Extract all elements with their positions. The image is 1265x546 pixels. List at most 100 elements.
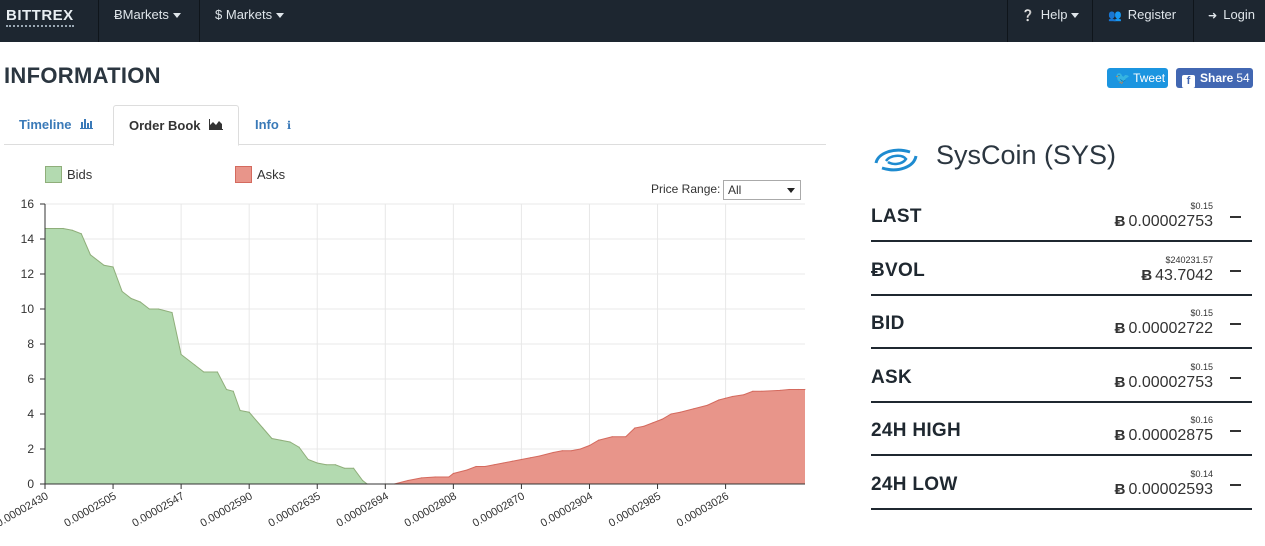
question-circle-icon: ❔ — [1021, 10, 1035, 22]
data-point — [466, 469, 468, 471]
legend-bids-swatch — [45, 166, 62, 183]
data-point — [511, 460, 513, 462]
data-point — [71, 229, 73, 231]
help-label: Help — [1040, 7, 1068, 22]
data-point — [239, 409, 241, 412]
data-point — [625, 436, 627, 438]
series-area-asks — [385, 389, 805, 484]
collapse-toggle-icon[interactable] — [1230, 376, 1241, 379]
series-area-bids — [45, 228, 386, 484]
data-point — [420, 477, 423, 479]
stat-usd-value: $0.15 — [1190, 308, 1213, 319]
stat-usd-value: $0.14 — [1190, 469, 1213, 479]
stat-row: ɃVOL $240231.57 Ƀ 43.7042 — [871, 244, 1252, 296]
x-tick-label: 0.00002870 — [471, 490, 527, 529]
chevron-down-icon — [276, 13, 285, 19]
brand-logo[interactable]: BITTREX — [6, 7, 74, 27]
data-point — [570, 450, 572, 452]
data-point — [797, 388, 799, 391]
stat-label: 24H LOW — [871, 474, 958, 495]
stat-usd-value: $0.16 — [1190, 415, 1213, 426]
data-point — [203, 371, 205, 373]
tab-timeline[interactable]: Timeline — [4, 105, 108, 145]
x-tick-label: 0.00002590 — [198, 490, 254, 529]
data-point — [148, 308, 150, 310]
data-point — [334, 464, 336, 466]
register-label: Register — [1127, 7, 1177, 22]
sign-in-icon: ➜ — [1208, 10, 1218, 22]
data-point — [484, 465, 486, 468]
data-point — [743, 394, 745, 396]
x-tick-label: 0.00002904 — [539, 490, 595, 529]
data-point — [611, 436, 613, 438]
data-point — [643, 425, 645, 427]
data-point — [670, 413, 672, 415]
data-point — [80, 233, 82, 235]
data-point — [407, 479, 409, 482]
stat-row: BID $0.15 Ƀ 0.00002722 — [871, 297, 1252, 350]
stat-btc-value: Ƀ 0.00002722 — [1115, 320, 1213, 338]
data-point — [121, 290, 123, 293]
stat-btc-value: Ƀ 43.7042 — [1141, 267, 1213, 285]
data-point — [788, 388, 790, 391]
y-tick-label: 16 — [21, 197, 35, 211]
bitcoin-icon: Ƀ — [114, 7, 123, 22]
data-point — [271, 437, 273, 440]
data-point — [634, 427, 636, 429]
legend-asks-label: Asks — [257, 167, 286, 182]
chevron-down-icon — [172, 13, 181, 19]
register-link[interactable]: 👥 Register — [1096, 0, 1188, 42]
data-point — [529, 457, 532, 459]
legend-asks[interactable]: Asks — [235, 166, 285, 184]
chevron-down-icon — [1071, 13, 1080, 19]
usd-markets-menu[interactable]: $ Markets — [203, 0, 296, 42]
help-menu[interactable]: ❔ Help — [1009, 0, 1091, 42]
data-point — [89, 254, 91, 256]
series-line-asks — [385, 389, 805, 485]
info-tabs: Timeline Order Book Info ℹ — [4, 105, 826, 146]
data-point — [448, 476, 450, 478]
data-point — [307, 458, 309, 461]
facebook-share-button[interactable]: f Share 54 — [1176, 68, 1253, 88]
data-point — [130, 297, 132, 300]
price-range-select[interactable]: All — [723, 180, 801, 200]
collapse-toggle-icon[interactable] — [1230, 269, 1241, 272]
top-navbar: BITTREX ɃMarkets $ Markets ❔ Help 👥 Regist… — [0, 0, 1265, 42]
collapse-toggle-icon[interactable] — [1230, 216, 1241, 218]
data-point — [112, 266, 114, 268]
stat-label: ASK — [871, 366, 913, 388]
x-tick-label: 0.00002808 — [403, 490, 459, 529]
tab-info[interactable]: Info ℹ — [240, 105, 306, 145]
bitcoin-icon: Ƀ — [1114, 373, 1126, 391]
data-point — [280, 439, 282, 441]
area-chart-icon — [208, 107, 223, 147]
login-link[interactable]: ➜ Login — [1196, 0, 1265, 42]
data-point — [180, 353, 182, 356]
data-point — [325, 464, 327, 466]
y-tick-label: 6 — [27, 372, 34, 386]
dollar-icon: $ — [215, 7, 223, 22]
legend-bids[interactable]: Bids — [45, 166, 92, 184]
collapse-toggle-icon[interactable] — [1230, 430, 1241, 433]
collapse-toggle-icon[interactable] — [1230, 484, 1241, 486]
stat-usd-value: $0.15 — [1190, 361, 1213, 372]
data-point — [579, 448, 582, 450]
btc-markets-menu[interactable]: ɃMarkets — [102, 0, 193, 42]
data-point — [706, 404, 709, 406]
stat-usd-value: $240231.57 — [1165, 254, 1213, 265]
syscoin-logo-icon — [874, 148, 918, 172]
y-tick-label: 8 — [27, 337, 34, 351]
tweet-button[interactable]: 🐦 Tweet — [1107, 68, 1168, 88]
order-book-chart: 0 2 4 6 8 10 12 14 16 0.00002430 0.00002505 0.00002… — [0, 197, 806, 530]
data-point — [731, 395, 734, 398]
stat-btc-value: Ƀ 0.00002753 — [1115, 213, 1213, 231]
data-point — [679, 411, 681, 413]
stat-row: LAST $0.15 Ƀ 0.00002753 — [871, 190, 1252, 242]
collapse-toggle-icon[interactable] — [1230, 323, 1241, 326]
y-tick-label: 14 — [21, 232, 35, 246]
data-point — [752, 390, 754, 392]
data-point — [103, 264, 105, 266]
price-range-value: All — [728, 183, 742, 197]
data-point — [693, 408, 695, 410]
tab-order-book[interactable]: Order Book — [113, 105, 239, 146]
